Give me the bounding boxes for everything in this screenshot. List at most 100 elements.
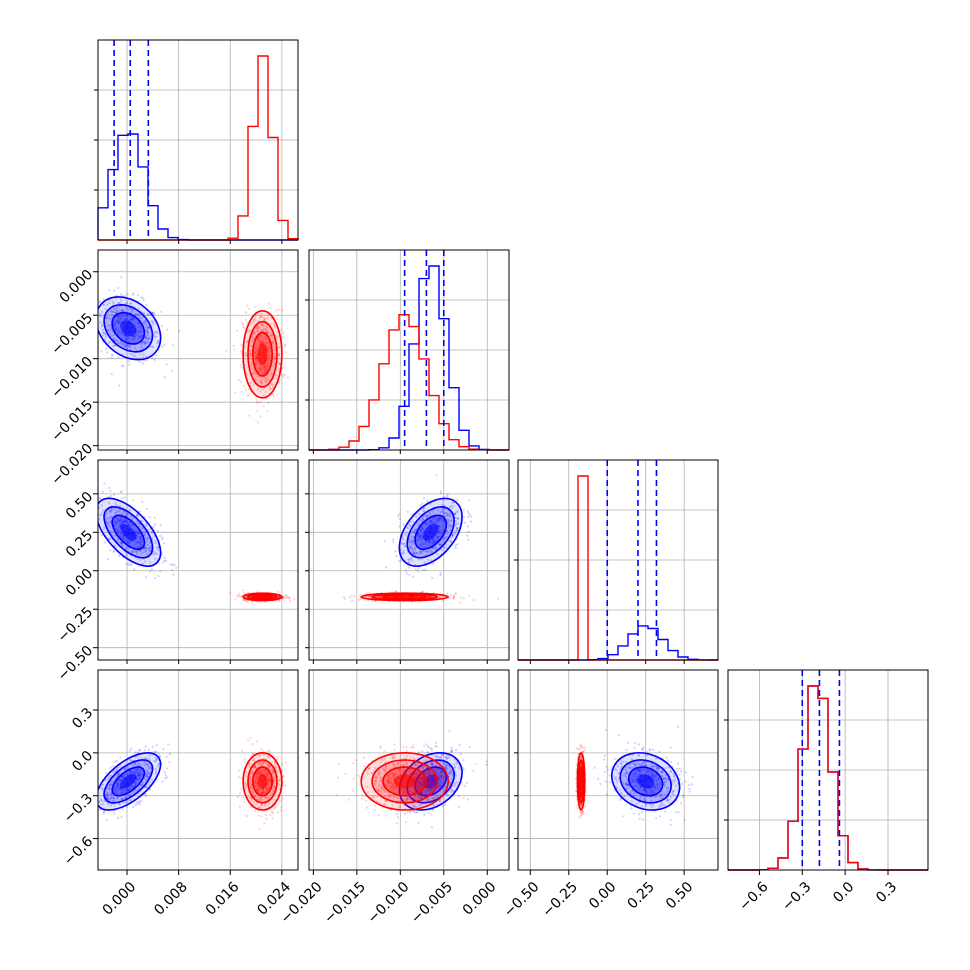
- scatter-point: [114, 791, 117, 794]
- scatter-point: [113, 787, 116, 790]
- scatter-point: [131, 771, 134, 774]
- scatter-point: [149, 545, 152, 548]
- scatter-point: [115, 517, 118, 520]
- scatter-point: [239, 595, 242, 598]
- scatter-point: [114, 520, 117, 523]
- scatter-point: [277, 595, 280, 598]
- scatter-point: [444, 532, 447, 535]
- scatter-point: [353, 595, 356, 598]
- scatter-point: [125, 317, 128, 320]
- scatter-point: [252, 759, 255, 762]
- scatter-point: [261, 792, 264, 795]
- scatter-point: [147, 547, 150, 550]
- scatter-point: [117, 772, 120, 775]
- scatter-point: [129, 540, 132, 544]
- scatter-point: [254, 784, 257, 787]
- scatter-point: [264, 770, 267, 773]
- scatter-point: [268, 334, 271, 337]
- scatter-point: [248, 414, 251, 417]
- scatter-point: [266, 755, 270, 758]
- scatter-point: [101, 509, 105, 512]
- scatter-point: [272, 778, 276, 782]
- scatter-point: [156, 341, 159, 344]
- scatter-point: [271, 384, 274, 387]
- scatter-point: [445, 546, 448, 549]
- density-level-series-1: [257, 774, 268, 789]
- scatter-point: [156, 765, 159, 768]
- scatter-point: [276, 590, 279, 593]
- scatter-point: [141, 331, 145, 334]
- scatter-point: [250, 787, 253, 790]
- scatter-point: [126, 347, 129, 350]
- scatter-point: [425, 514, 428, 518]
- scatter-point: [430, 550, 433, 553]
- contour-line-series-0: [111, 766, 146, 797]
- scatter-point: [112, 771, 115, 774]
- scatter-point: [438, 517, 441, 520]
- scatter-point: [255, 740, 259, 743]
- scatter-point: [384, 566, 388, 569]
- scatter-point: [146, 537, 150, 540]
- scatter-point: [436, 535, 439, 538]
- scatter-point: [139, 549, 142, 552]
- scatter-point: [115, 310, 118, 313]
- scatter-point: [400, 541, 403, 544]
- scatter-point: [409, 547, 412, 550]
- scatter-point: [272, 365, 275, 368]
- scatter-point: [118, 786, 121, 789]
- scatter-point: [128, 562, 131, 565]
- scatter-point: [415, 515, 418, 518]
- scatter-point: [395, 555, 398, 558]
- scatter-point: [108, 525, 112, 528]
- scatter-point: [117, 321, 120, 325]
- scatter-point: [136, 514, 139, 517]
- scatter-point: [267, 302, 270, 305]
- scatter-point: [93, 783, 95, 785]
- scatter-point: [247, 388, 250, 391]
- scatter-point: [81, 299, 83, 301]
- scatter-point: [155, 758, 158, 761]
- scatter-point: [99, 315, 102, 318]
- scatter-point: [418, 512, 421, 515]
- scatter-point: [261, 341, 264, 344]
- scatter-point: [140, 296, 143, 299]
- scatter-point: [92, 785, 94, 787]
- scatter-point: [112, 324, 116, 327]
- scatter-point: [116, 785, 120, 788]
- scatter-point: [113, 337, 116, 340]
- scatter-point: [120, 497, 123, 500]
- scatter-point: [244, 783, 247, 786]
- scatter-point: [249, 781, 252, 784]
- scatter-point: [121, 332, 124, 335]
- scatter-point: [124, 788, 127, 791]
- panel-frame: [97, 249, 299, 451]
- scatter-point: [99, 321, 102, 324]
- scatter-point: [95, 345, 97, 347]
- scatter-point: [258, 338, 261, 341]
- scatter-point: [272, 338, 275, 341]
- scatter-point: [112, 797, 115, 800]
- scatter-point: [103, 338, 106, 341]
- scatter-point: [125, 554, 128, 557]
- scatter-point: [454, 546, 457, 550]
- scatter-point: [248, 350, 252, 353]
- scatter-point: [105, 512, 108, 515]
- scatter-point: [161, 536, 164, 539]
- scatter-point: [166, 767, 169, 770]
- scatter-point: [153, 358, 156, 361]
- scatter-point: [106, 329, 109, 332]
- scatter-point: [439, 572, 442, 575]
- scatter-point: [258, 788, 261, 791]
- scatter-point: [398, 525, 401, 528]
- scatter-point: [122, 344, 125, 347]
- scatter-point: [427, 595, 430, 598]
- scatter-point: [105, 317, 108, 320]
- scatter-point: [262, 790, 265, 793]
- scatter-point: [98, 514, 101, 517]
- scatter-point: [123, 496, 126, 499]
- scatter-point: [141, 756, 144, 759]
- scatter-point: [108, 787, 111, 791]
- scatter-point: [115, 759, 119, 763]
- scatter-point: [255, 359, 258, 362]
- scatter-point: [151, 311, 154, 315]
